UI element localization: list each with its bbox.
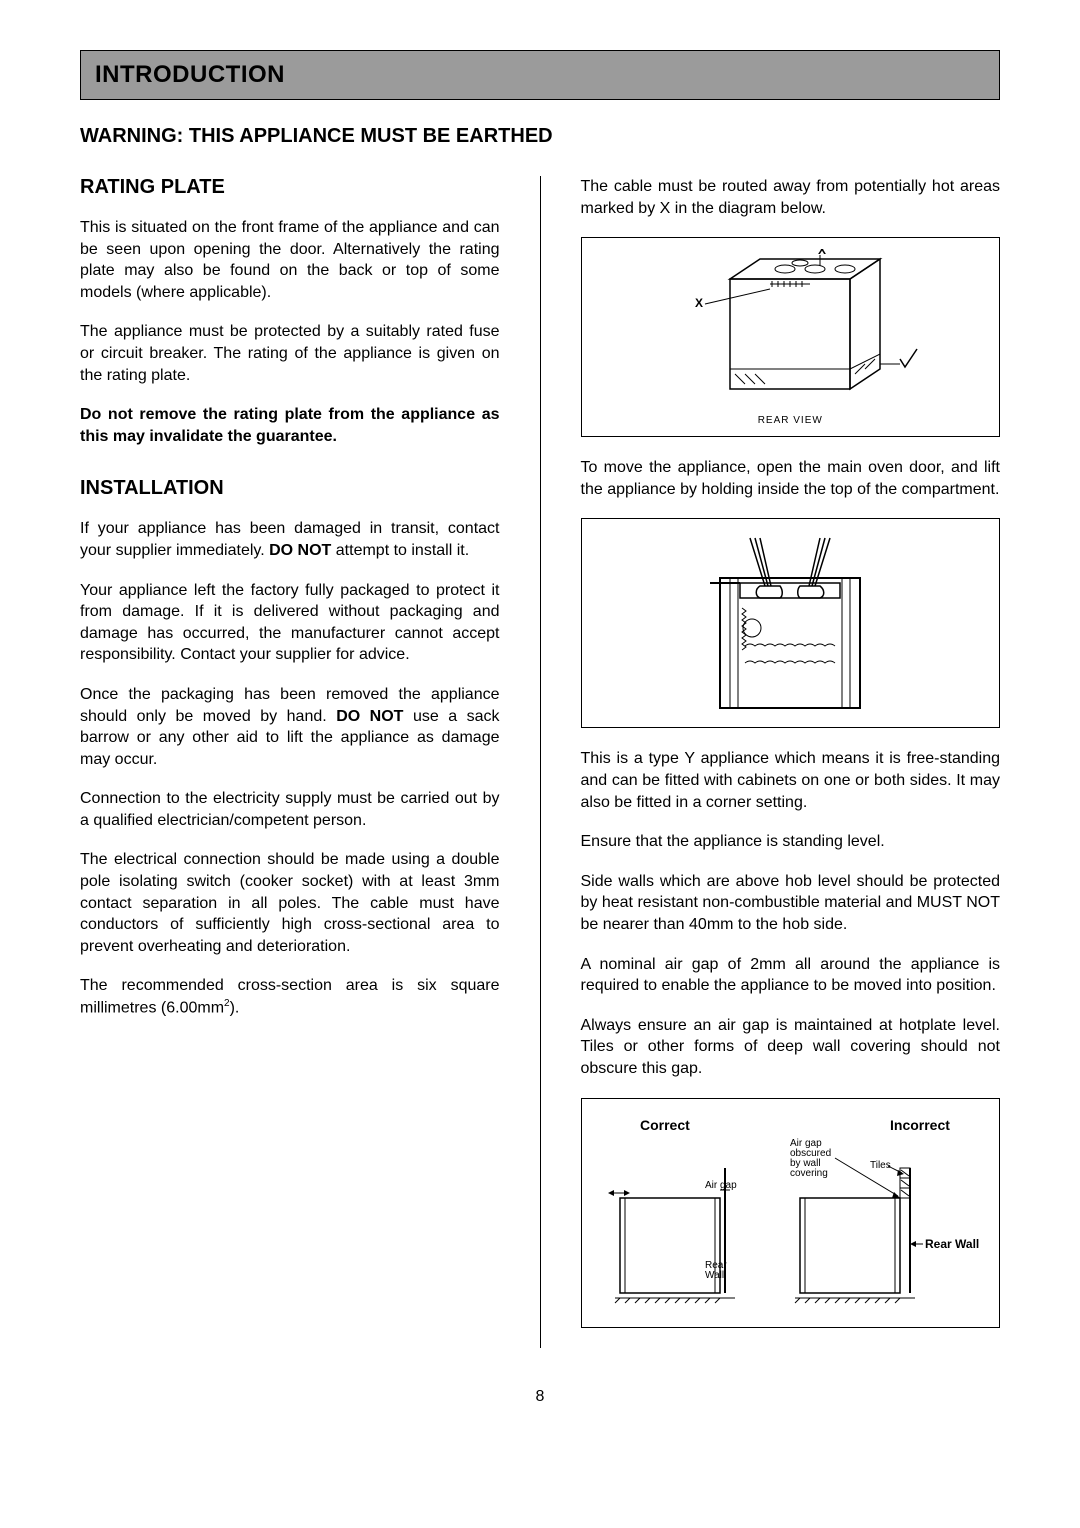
left-column: RATING PLATE This is situated on the fro… (80, 176, 500, 1348)
rear-view-diagram: X X REAR VIEW (581, 237, 1001, 437)
installation-heading: INSTALLATION (80, 477, 500, 500)
side-walls-text: Side walls which are above hob level sho… (581, 871, 1001, 936)
correct-incorrect-svg: Correct Incorrect Air gap Rear Wall (590, 1108, 990, 1318)
rear-view-svg: X X (640, 249, 940, 409)
x-top-label: X (818, 249, 826, 257)
hotplate-gap-text: Always ensure an air gap is maintained a… (581, 1015, 1001, 1080)
standing-level-text: Ensure that the appliance is standing le… (581, 831, 1001, 853)
right-column: The cable must be routed away from poten… (581, 176, 1001, 1348)
warning-heading: WARNING: THIS APPLIANCE MUST BE EARTHED (80, 125, 1000, 148)
airgap-label: Air gap (705, 1180, 737, 1191)
section-title: INTRODUCTION (95, 61, 985, 89)
tiles-label: Tiles (870, 1160, 891, 1171)
type-y-text: This is a type Y appliance which means i… (581, 748, 1001, 813)
rating-plate-heading: RATING PLATE (80, 176, 500, 199)
move-appliance-text: To move the appliance, open the main ove… (581, 457, 1001, 500)
install-p7: Connection to the electricity supply mus… (80, 788, 500, 831)
section-header: INTRODUCTION (80, 50, 1000, 100)
install-p8: The electrical connection should be made… (80, 849, 500, 957)
two-column-layout: RATING PLATE This is situated on the fro… (80, 176, 1000, 1348)
incorrect-label: Incorrect (890, 1117, 950, 1133)
rear-wall-label-2: Rear Wall (925, 1237, 979, 1251)
install-p9b: ). (230, 999, 240, 1016)
install-p4: If your appliance has been damaged in tr… (80, 518, 500, 561)
install-p6b: DO NOT (336, 708, 403, 725)
install-p5: Your appliance left the factory fully pa… (80, 580, 500, 666)
correct-incorrect-diagram: Correct Incorrect Air gap Rear Wall (581, 1098, 1001, 1328)
x-side-label: X (695, 296, 703, 310)
correct-label: Correct (640, 1117, 690, 1133)
install-p9: The recommended cross-section area is si… (80, 975, 500, 1019)
rating-p1: This is situated on the front frame of t… (80, 217, 500, 303)
rating-p3-bold: Do not remove the rating plate from the … (80, 404, 500, 447)
air-gap-text: A nominal air gap of 2mm all around the … (581, 954, 1001, 997)
lifting-svg (690, 528, 890, 718)
column-divider (540, 176, 541, 1348)
lifting-diagram (581, 518, 1001, 728)
rating-p2: The appliance must be protected by a sui… (80, 321, 500, 386)
obscured-label-4: covering (790, 1168, 828, 1179)
svg-text:Wall: Wall (705, 1270, 724, 1281)
rear-view-caption: REAR VIEW (758, 415, 823, 426)
install-p6: Once the packaging has been removed the … (80, 684, 500, 770)
install-p4b: DO NOT (269, 542, 331, 559)
install-p4c: attempt to install it. (331, 542, 469, 559)
cable-routing-text: The cable must be routed away from poten… (581, 176, 1001, 219)
page-number: 8 (80, 1388, 1000, 1406)
install-p9a: The recommended cross-section area is si… (80, 977, 500, 1016)
